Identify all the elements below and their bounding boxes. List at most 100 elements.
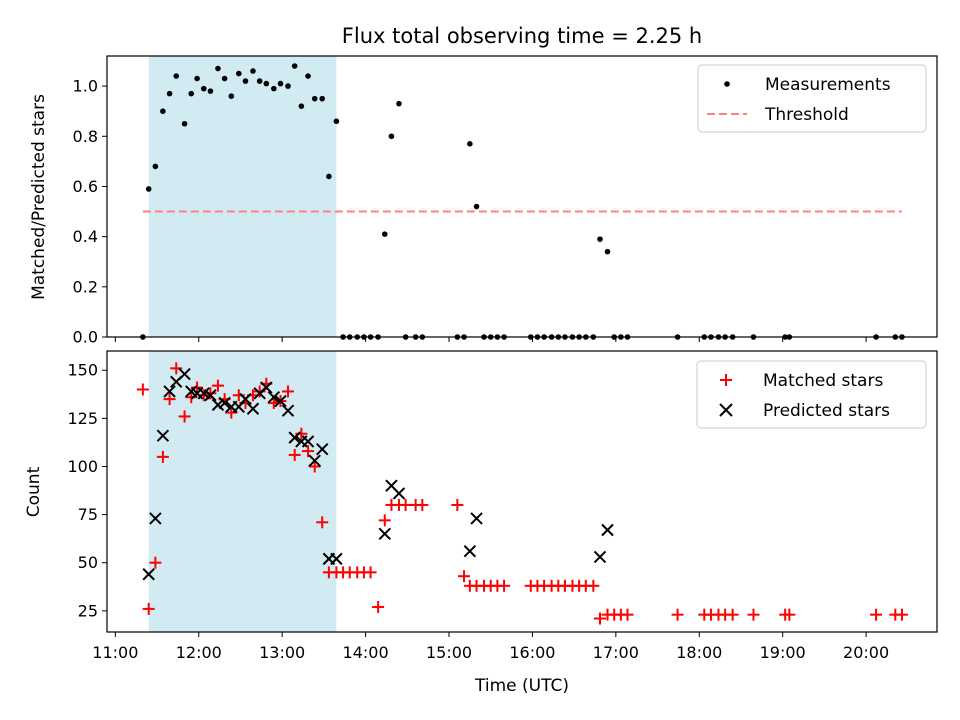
matched-star-point: [498, 579, 511, 592]
predicted-star-point: [288, 431, 301, 444]
measurement-point: [200, 85, 207, 92]
legend-predicted-marker: [719, 403, 733, 417]
y-tick-label: 0.8: [73, 127, 98, 146]
x-tick-label: 14:00: [343, 643, 389, 662]
legend-measurements-label: Measurements: [765, 75, 891, 95]
predicted-star-point: [149, 512, 162, 525]
legend-measurements-marker: [724, 81, 730, 87]
bottom-y-axis-label: Count: [24, 466, 44, 517]
matched-star-point: [671, 608, 684, 621]
matched-star-point: [211, 379, 224, 392]
measurement-point: [467, 141, 473, 147]
measurement-point: [160, 108, 166, 114]
measurement-point: [221, 75, 228, 82]
x-tick-label: 19:00: [760, 643, 806, 662]
x-tick-label: 13:00: [259, 643, 305, 662]
bottom-shaded-interval: [148, 351, 337, 632]
x-tick-label: 18:00: [676, 643, 722, 662]
chart-title: Flux total observing time = 2.25 h: [342, 24, 702, 48]
bottom-y-ticks: 25 50 75 100 125 150: [67, 361, 107, 620]
measurement-point: [188, 90, 195, 97]
y-tick-label: 0.6: [73, 177, 98, 196]
predicted-star-point: [142, 568, 155, 581]
measurement-point: [263, 80, 270, 87]
matched-star-point: [364, 566, 377, 579]
top-shaded-interval: [148, 56, 337, 337]
top-y-ticks: 0.0 0.2 0.4 0.6 0.8 1.0: [73, 77, 107, 347]
top-plot-frame: [106, 55, 938, 338]
matched-star-point: [225, 406, 238, 419]
matched-star-point: [185, 391, 198, 404]
bottom-panel: 25 50 75 100 125 150 11:00 12:00 13:00 14:00 15:0…: [24, 350, 938, 696]
matched-star-point: [204, 387, 217, 400]
bottom-legend: Matched stars Predicted stars: [696, 360, 927, 429]
predicted-star-point: [281, 404, 295, 417]
x-axis-label: Time (UTC): [474, 676, 569, 696]
predicted-star-point: [316, 442, 329, 456]
matched-star-point: [170, 362, 183, 375]
measurement-point: [173, 73, 180, 79]
matched-star-point: [282, 385, 295, 398]
measurement-point: [235, 70, 242, 77]
top-x-ticks: [114, 337, 867, 342]
y-tick-label: 25: [78, 601, 98, 620]
measurement-point: [166, 90, 173, 97]
matched-star-point: [378, 514, 391, 527]
matched-star-point: [149, 556, 162, 569]
y-tick-label: 100: [67, 457, 98, 476]
matched-star-point: [593, 612, 606, 625]
matched-star-point: [288, 448, 301, 461]
measurement-point: [388, 133, 395, 140]
measurement-point: [604, 248, 611, 255]
matched-star-point: [587, 579, 600, 592]
measurement-point: [250, 68, 256, 74]
predicted-star-point: [163, 385, 176, 398]
matched-star-point: [870, 608, 883, 621]
matched-star-point: [191, 381, 204, 394]
x-tick-label: 20:00: [843, 643, 889, 662]
matched-star-point: [316, 516, 329, 529]
predicted-star-point: [330, 552, 343, 566]
bottom-plot-frame: [106, 350, 938, 633]
matched-star-point: [308, 460, 321, 473]
measurement-point: [207, 88, 214, 94]
x-tick-label: 16:00: [509, 643, 555, 662]
bottom-x-ticks: 11:00 12:00 13:00 14:00 15:00 16:00 17:00 18:00…: [92, 632, 889, 662]
measurement-point: [271, 85, 277, 92]
matched-star-point: [747, 608, 760, 621]
matched-star-point: [163, 393, 176, 406]
measurement-point: [597, 236, 603, 242]
matched-star-point: [621, 608, 634, 621]
predicted-star-point: [246, 402, 260, 415]
matched-star-point: [178, 410, 191, 423]
measurement-point: [228, 93, 235, 99]
measurement-point: [319, 95, 326, 102]
x-tick-label: 17:00: [593, 643, 639, 662]
predicted-star-point: [378, 527, 391, 541]
measurement-point: [194, 75, 200, 82]
measurement-point: [277, 80, 284, 87]
predicted-star-point: [470, 512, 483, 525]
predicted-star-point: [178, 367, 191, 381]
predicted-star-point: [463, 544, 477, 558]
measurement-point: [298, 103, 305, 109]
top-panel: Flux total observing time = 2.25 h 0.00.…: [29, 24, 938, 347]
predicted-star-point: [392, 487, 406, 500]
bottom-data-marks: [136, 362, 908, 625]
top-legend-box: [697, 64, 927, 133]
y-tick-label: 75: [78, 505, 98, 524]
predicted-star-point: [593, 550, 607, 564]
y-tick-label: 125: [67, 409, 98, 428]
measurement-point: [152, 163, 159, 170]
measurement-point: [242, 78, 249, 84]
measurement-point: [291, 63, 298, 69]
measurement-point: [381, 231, 388, 237]
y-tick-label: 0.2: [73, 277, 98, 296]
measurement-point: [311, 95, 318, 102]
predicted-star-point: [267, 390, 281, 404]
top-legend: Measurements Threshold: [697, 64, 927, 133]
matched-star-point: [895, 608, 908, 621]
predicted-star-point: [601, 523, 614, 537]
legend-threshold-label: Threshold: [764, 105, 849, 125]
predicted-star-point: [218, 396, 231, 410]
